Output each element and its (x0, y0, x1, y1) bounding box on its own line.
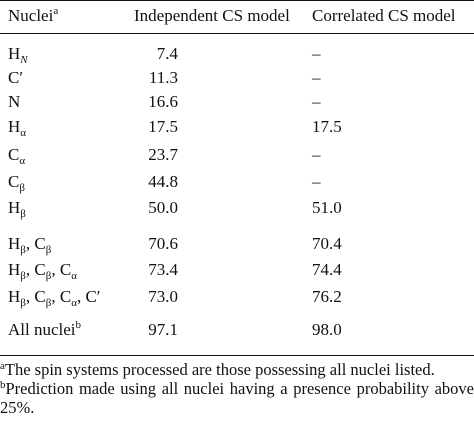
footnote-a: aThe spin systems processed are those po… (0, 360, 474, 379)
correlated-value: – (312, 68, 321, 87)
nuclei-cell: Hβ, Cβ, Cα, C′ (8, 287, 101, 309)
nucleus-symbol: C (8, 145, 20, 164)
nuclei-cell: C′ (8, 68, 23, 88)
header-nuclei: Nucleia (8, 6, 58, 26)
nucleus-symbol: C (34, 234, 46, 253)
independent-value: 7.4 (156, 44, 178, 63)
footnote-b-mark: b (0, 379, 6, 391)
nuclei-separator: , (25, 234, 35, 253)
footnote-a-mark: a (0, 360, 5, 372)
nucleus-subscript: β (45, 270, 52, 282)
nucleus-symbol: All nuclei (8, 320, 76, 339)
nucleus-subscript: β (45, 297, 52, 309)
header-nuclei-footnote-mark: a (53, 5, 59, 17)
nucleus-symbol: H (8, 234, 21, 253)
nucleus-symbol: C (34, 260, 46, 279)
footnote-b: bPrediction made using all nuclei having… (0, 379, 474, 417)
header-rule (0, 33, 474, 34)
correlated-value: 51.0 (312, 198, 342, 217)
nuclei-separator: , (51, 260, 60, 279)
nuclei-separator: , (25, 260, 35, 279)
nucleus-subscript: β (20, 244, 26, 256)
nuclei-footnote-mark: b (75, 319, 82, 331)
correlated-value: – (312, 172, 321, 191)
footnotes: aThe spin systems processed are those po… (0, 360, 474, 417)
nuclei-cell: Hα (8, 117, 27, 139)
nuclei-cell: HN (8, 44, 28, 66)
nucleus-symbol: C′ (8, 68, 24, 87)
independent-value: 97.1 (148, 320, 178, 339)
nucleus-symbol: C (34, 287, 46, 306)
correlated-value: – (312, 145, 321, 164)
nucleus-symbol: C (59, 287, 72, 306)
nuclei-cell: N (8, 92, 20, 112)
independent-value: 44.8 (148, 172, 178, 191)
nuclei-cell: Cα (8, 145, 26, 167)
nucleus-subscript: β (45, 244, 52, 256)
nucleus-subscript: α (20, 127, 27, 139)
independent-value: 17.5 (148, 117, 178, 136)
correlated-value: 76.2 (312, 287, 342, 306)
nucleus-subscript: β (20, 270, 26, 282)
independent-value: 73.0 (148, 287, 178, 306)
nuclei-cell: Hβ (8, 198, 26, 220)
nucleus-symbol: H (8, 117, 21, 136)
nucleus-symbol: H (8, 44, 21, 63)
correlated-value: 17.5 (312, 117, 342, 136)
nuclei-cell: Cβ (8, 172, 25, 194)
nuclei-cell: All nucleib (8, 320, 81, 340)
correlated-value: 74.4 (312, 260, 342, 279)
nucleus-subscript: N (20, 54, 28, 66)
correlated-value: 70.4 (312, 234, 342, 253)
nucleus-symbol: N (8, 92, 21, 111)
nuclei-separator: , (51, 287, 60, 306)
nucleus-subscript: α (71, 270, 77, 282)
nucleus-subscript: α (71, 297, 77, 309)
nucleus-symbol: H (8, 198, 21, 217)
footnote-a-text: The spin systems processed are those pos… (4, 360, 435, 379)
independent-value: 16.6 (148, 92, 178, 111)
nucleus-symbol: C′ (85, 287, 101, 306)
nucleus-subscript: α (19, 155, 26, 167)
nucleus-symbol: H (8, 287, 21, 306)
independent-value: 11.3 (148, 68, 178, 87)
header-independent-cs-model: Independent CS model (134, 6, 290, 25)
nucleus-symbol: C (8, 172, 20, 191)
header-correlated-cs-model: Correlated CS model (312, 6, 456, 25)
independent-value: 70.6 (148, 234, 178, 253)
nucleus-symbol: C (59, 260, 72, 279)
nucleus-subscript: β (20, 208, 26, 220)
footnote-b-text: Prediction made using all nuclei having … (0, 379, 474, 417)
correlated-value: – (312, 44, 321, 63)
correlated-value: 98.0 (312, 320, 342, 339)
nuclei-cell: Hβ, Cβ (8, 234, 52, 256)
nucleus-subscript: β (20, 297, 26, 309)
table-top-rule (0, 0, 474, 1)
nucleus-symbol: H (8, 260, 21, 279)
nucleus-subscript: β (19, 182, 25, 194)
nuclei-cell: Hβ, Cβ, Cα (8, 260, 77, 282)
table-bottom-rule (0, 355, 474, 356)
correlated-value: – (312, 92, 321, 111)
nuclei-separator: , (25, 287, 35, 306)
independent-value: 50.0 (148, 198, 178, 217)
nuclei-separator: , (76, 287, 86, 306)
header-nuclei-label: Nuclei (8, 6, 54, 25)
independent-value: 73.4 (148, 260, 178, 279)
independent-value: 23.7 (148, 145, 178, 164)
